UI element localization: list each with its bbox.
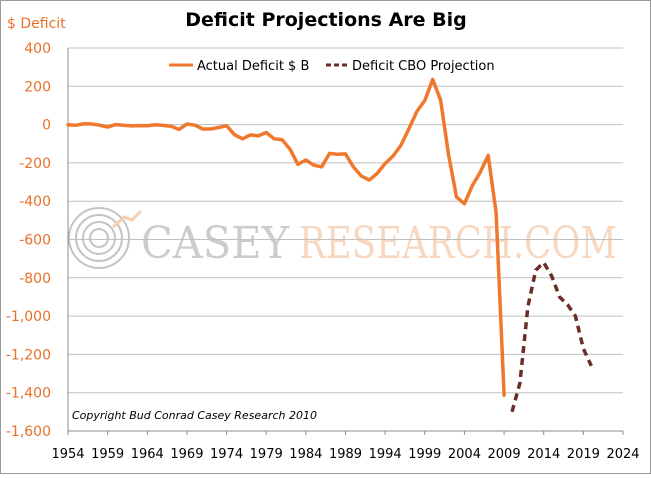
series-line-actual-deficit: [66, 77, 506, 397]
x-tick-label: 1999: [408, 447, 441, 462]
spiral-logo-icon: [68, 207, 143, 269]
y-tick-label: -400: [19, 194, 51, 210]
x-tick-label: 2009: [488, 447, 521, 462]
x-tick-label: 2019: [567, 447, 600, 462]
y-tick-label: 0: [42, 118, 51, 134]
svg-text:RESEARCH.COM: RESEARCH.COM: [299, 218, 617, 269]
copyright-note: Copyright Bud Conrad Casey Research 2010: [72, 409, 317, 422]
chart-title: Deficit Projections Are Big: [185, 9, 467, 31]
casey-research-watermark: CASEY RESEARCH.COM: [68, 207, 617, 269]
y-tick-label: -1,200: [6, 347, 51, 363]
x-tick-label: 1954: [51, 447, 84, 462]
x-tick-label: 1974: [210, 447, 243, 462]
x-axis-ticks: 1954 1959 1964 1969 1974 1979 1984 1989 1994 1999…: [51, 431, 640, 462]
legend: Actual Deficit $ B Deficit CBO Projectio…: [169, 59, 495, 74]
x-tick-label: 2024: [606, 447, 639, 462]
series-line-cbo-projection: [510, 260, 593, 413]
x-tick-label: 1964: [131, 447, 164, 462]
x-tick-label: 1989: [329, 447, 362, 462]
svg-text:CASEY: CASEY: [141, 218, 290, 269]
y-tick-label: 200: [24, 79, 51, 95]
legend-label-projection: Deficit CBO Projection: [352, 59, 495, 74]
y-tick-label: -800: [19, 271, 51, 287]
y-tick-label: 400: [24, 41, 51, 57]
x-tick-label: 1959: [91, 447, 124, 462]
x-tick-label: 2014: [527, 447, 560, 462]
series-lines: [66, 77, 593, 413]
y-tick-label: -200: [19, 156, 51, 172]
gridlines: [67, 47, 623, 432]
legend-label-actual: Actual Deficit $ B: [197, 59, 309, 74]
y-tick-label: -600: [19, 233, 51, 249]
y-tick-label: -1,600: [6, 424, 51, 440]
x-tick-label: 2004: [448, 447, 481, 462]
y-axis-ticks: 400 200 0 -200 -400 -600 -800 -1,000 -1,200 -1,40…: [6, 41, 51, 440]
x-tick-label: 1969: [170, 447, 203, 462]
y-axis-label: $ Deficit: [7, 16, 66, 32]
y-tick-label: -1,000: [6, 309, 51, 325]
x-tick-label: 1979: [250, 447, 283, 462]
x-tick-label: 1994: [369, 447, 402, 462]
x-tick-label: 1984: [289, 447, 322, 462]
y-tick-label: -1,400: [6, 386, 51, 402]
